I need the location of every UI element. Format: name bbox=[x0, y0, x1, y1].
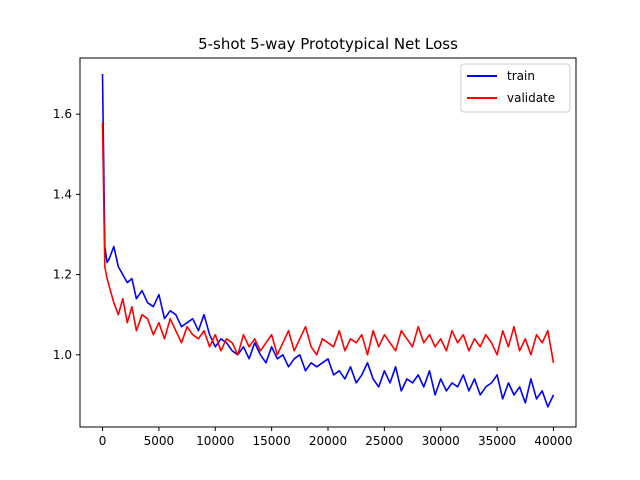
x-tick-label: 0 bbox=[99, 434, 107, 448]
x-tick-label: 10000 bbox=[196, 434, 234, 448]
x-tick-label: 30000 bbox=[422, 434, 460, 448]
x-tick-label: 25000 bbox=[365, 434, 403, 448]
x-tick-label: 40000 bbox=[534, 434, 572, 448]
legend-label-validate: validate bbox=[507, 91, 555, 105]
y-tick-label: 1.4 bbox=[53, 187, 72, 201]
y-tick-label: 1.2 bbox=[53, 268, 72, 282]
x-tick-label: 20000 bbox=[309, 434, 347, 448]
x-axis: 0 5000 10000 15000 20000 25000 30000 35000 40000 bbox=[99, 427, 573, 448]
legend-label-train: train bbox=[507, 69, 535, 83]
series-layer bbox=[101, 73, 555, 408]
y-tick-label: 1.0 bbox=[53, 348, 72, 362]
legend: train validate bbox=[460, 63, 571, 113]
x-tick-label: 35000 bbox=[478, 434, 516, 448]
y-axis: 1.0 1.2 1.4 1.6 bbox=[53, 107, 80, 362]
x-tick-label: 5000 bbox=[144, 434, 175, 448]
y-tick-label: 1.6 bbox=[53, 107, 72, 121]
series-line-validate bbox=[101, 122, 555, 363]
chart-title: 5-shot 5-way Prototypical Net Loss bbox=[198, 35, 458, 53]
x-tick-label: 15000 bbox=[253, 434, 291, 448]
series-line-train bbox=[101, 73, 555, 408]
